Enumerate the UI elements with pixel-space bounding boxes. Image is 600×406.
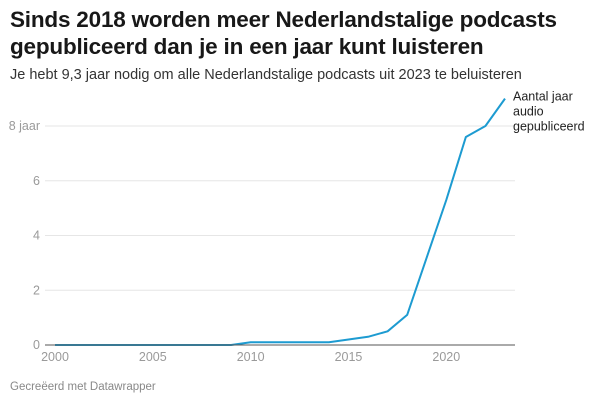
series-line [55, 98, 506, 346]
y-tick-label: 2 [33, 283, 40, 297]
y-tick-label: 8 jaar [9, 119, 40, 133]
y-tick-label: 6 [33, 174, 40, 188]
x-tick-label: 2005 [139, 350, 167, 364]
y-tick-label: 0 [33, 338, 40, 352]
x-tick-label: 2020 [432, 350, 460, 364]
x-tick-label: 2010 [237, 350, 265, 364]
series-label: gepubliceerd [513, 120, 585, 134]
x-tick-label: 2000 [41, 350, 69, 364]
chart-title: Sinds 2018 worden meer Nederlandstalige … [10, 7, 557, 59]
chart-subtitle: Je hebt 9,3 jaar nodig om alle Nederland… [10, 67, 522, 83]
x-tick-label: 2015 [335, 350, 363, 364]
datawrapper-credit[interactable]: Gecreëerd met Datawrapper [10, 381, 156, 393]
y-tick-label: 4 [33, 229, 40, 243]
series-label: audio [513, 105, 544, 119]
series-label: Aantal jaar [513, 90, 573, 104]
